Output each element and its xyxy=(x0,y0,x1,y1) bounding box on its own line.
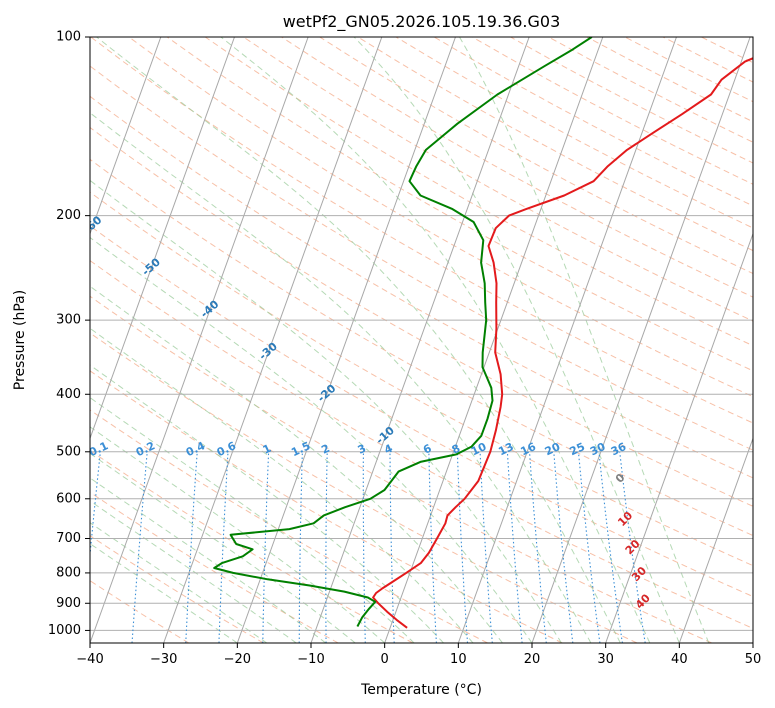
mixing-ratio-label: 36 xyxy=(609,440,629,458)
moist-adiabat xyxy=(90,522,268,643)
mixing-ratio-label: 25 xyxy=(568,440,587,458)
isotherm xyxy=(384,37,604,643)
mixing-ratio-line xyxy=(185,451,198,643)
x-tick-label: −10 xyxy=(297,652,324,667)
moist-adiabat xyxy=(353,37,680,643)
y-axis-label: Pressure (hPa) xyxy=(12,290,28,390)
y-tick-label: 800 xyxy=(56,565,81,580)
dry-adiabat xyxy=(90,158,753,537)
y-tick-label: 900 xyxy=(56,596,81,611)
y-tick-label: 1000 xyxy=(48,623,81,638)
x-axis-label: Temperature (°C) xyxy=(360,682,482,698)
background-lines xyxy=(90,37,753,643)
moist-adiabat xyxy=(90,236,533,643)
isotherm xyxy=(90,37,235,440)
y-tick-label: 500 xyxy=(56,444,81,459)
isotherm xyxy=(605,232,753,643)
plot-background xyxy=(90,37,753,643)
mixing-ratio-line xyxy=(456,451,469,643)
dry-adiabat xyxy=(90,295,712,643)
moist-adiabat xyxy=(90,397,415,643)
isotherm-label: -70 xyxy=(22,171,46,194)
moist-adiabat xyxy=(90,112,592,643)
dry-adiabat xyxy=(90,37,753,424)
dry-adiabat xyxy=(204,37,753,347)
moist-adiabat xyxy=(90,543,238,643)
dry-adiabat xyxy=(90,491,339,643)
dry-adiabat xyxy=(90,409,488,643)
isotherm xyxy=(236,37,456,643)
x-tick-label: −20 xyxy=(224,652,251,667)
moist-adiabat xyxy=(90,327,474,643)
isotherm xyxy=(531,37,751,643)
mixing-ratio-line xyxy=(428,451,437,643)
y-tick-label: 300 xyxy=(56,313,81,328)
moist-adiabat xyxy=(90,452,356,643)
chart-title: wetPf2_GN05.2026.105.19.36.G03 xyxy=(283,12,561,32)
moist-adiabat xyxy=(90,179,562,643)
isotherm xyxy=(457,37,677,643)
mixing-ratio-label: 16 xyxy=(519,440,539,458)
x-tick-label: 40 xyxy=(671,652,688,667)
x-tick-label: 50 xyxy=(745,652,762,667)
x-tick-label: 0 xyxy=(381,652,389,667)
mixing-ratio-line xyxy=(553,451,574,643)
mixing-ratio-line xyxy=(577,451,601,643)
mixing-ratio-line xyxy=(479,451,493,643)
mixing-ratio-line xyxy=(619,451,646,643)
mixing-ratio-line xyxy=(506,451,523,643)
moist-adiabat xyxy=(90,500,297,643)
mixing-ratio-line xyxy=(528,451,547,643)
y-tick-label: 700 xyxy=(56,531,81,546)
dry-adiabat xyxy=(90,225,753,598)
dry-adiabat xyxy=(90,259,753,629)
moist-adiabat xyxy=(90,477,326,643)
moist-adiabat xyxy=(459,37,710,643)
mixing-ratio-line xyxy=(598,451,623,643)
mixing-ratio-line xyxy=(218,451,229,643)
moist-adiabat xyxy=(90,426,386,643)
temperature-line xyxy=(372,57,753,629)
moist-adiabat xyxy=(220,37,651,643)
x-tick-label: 10 xyxy=(450,652,467,667)
dry-adiabat xyxy=(90,65,753,451)
isotherm xyxy=(752,641,753,643)
isotherm xyxy=(678,436,753,643)
dewpoint-line xyxy=(213,37,593,627)
moist-adiabat xyxy=(90,285,503,643)
axes: −40 −30 −20 −10 0 10 20 30 40 50 100 200 300 400 500 60… xyxy=(48,30,761,668)
mixing-ratio-line xyxy=(90,451,101,561)
x-tick-label: −30 xyxy=(150,652,177,667)
dry-adiabat xyxy=(90,370,563,643)
moist-adiabat xyxy=(96,37,621,643)
y-tick-label: 200 xyxy=(56,208,81,223)
y-tick-label: 100 xyxy=(56,30,81,45)
mixing-ratio-label: 30 xyxy=(588,440,608,458)
isotherm xyxy=(90,37,162,236)
x-tick-label: 20 xyxy=(524,652,541,667)
mixing-ratio-label: 20 xyxy=(543,440,563,458)
isotherm xyxy=(163,37,383,643)
y-tick-label: 400 xyxy=(56,387,81,402)
x-tick-label: 30 xyxy=(597,652,614,667)
sounding-series xyxy=(213,37,753,629)
dry-adiabat xyxy=(90,535,264,643)
y-tick-label: 600 xyxy=(56,491,81,506)
mixing-ratio-line xyxy=(131,451,148,643)
mixing-ratio-label: 10 xyxy=(469,440,489,458)
mixing-ratio-label: 13 xyxy=(496,440,515,458)
dry-adiabat xyxy=(166,37,753,372)
isotherm xyxy=(310,37,530,643)
dry-adiabat xyxy=(90,126,753,507)
plot-frame xyxy=(89,36,754,644)
isotherm xyxy=(90,37,309,643)
x-tick-label: −40 xyxy=(76,652,103,667)
